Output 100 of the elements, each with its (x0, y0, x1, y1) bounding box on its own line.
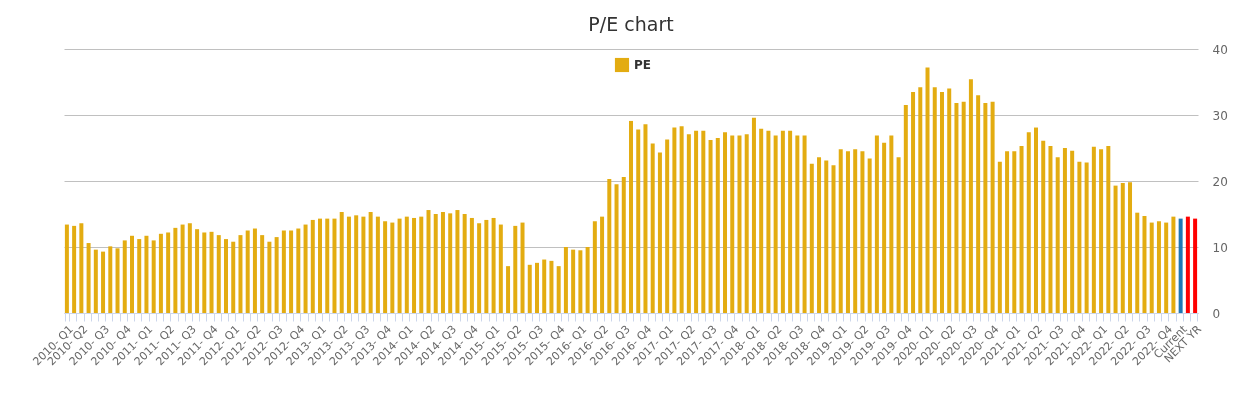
bar (831, 165, 836, 313)
bar (1164, 222, 1169, 313)
bar (368, 212, 373, 313)
bar (498, 224, 503, 313)
bar (795, 135, 800, 313)
bar (491, 217, 496, 313)
bar (1005, 151, 1010, 313)
bar (976, 95, 981, 313)
bar (715, 138, 720, 313)
bar (954, 103, 959, 313)
bar (817, 157, 822, 313)
bar (571, 249, 576, 313)
bar (158, 233, 163, 313)
bar (874, 135, 879, 313)
bar (672, 127, 677, 313)
bar (332, 218, 337, 313)
bar (1084, 162, 1089, 313)
bar (397, 218, 402, 313)
bar (469, 217, 474, 313)
bar (180, 224, 185, 313)
bar (187, 223, 192, 313)
bar (1034, 127, 1038, 313)
bar (1048, 146, 1053, 313)
bar (751, 117, 756, 313)
bar (607, 179, 612, 313)
bar (390, 222, 395, 313)
bar (925, 67, 930, 313)
bar (824, 160, 829, 313)
bar (1070, 150, 1075, 313)
bar (64, 224, 69, 313)
bar (867, 158, 872, 313)
y-tick-label: 0 (1212, 306, 1221, 321)
bar (809, 163, 814, 313)
bar (621, 177, 626, 313)
bar (1026, 132, 1031, 313)
bar (563, 247, 568, 313)
bar (1185, 216, 1190, 313)
bar (860, 151, 865, 313)
bar (838, 149, 843, 313)
bar (542, 259, 547, 313)
bar (166, 232, 171, 313)
bar (788, 130, 793, 313)
bar (780, 130, 785, 313)
bar (889, 135, 894, 313)
bar (252, 228, 257, 313)
bar (650, 143, 655, 313)
bar (549, 260, 554, 313)
bar (224, 239, 228, 313)
bar (665, 139, 670, 313)
bar (1135, 212, 1140, 313)
bar (419, 216, 424, 313)
bar (939, 91, 944, 313)
bar (361, 216, 366, 313)
bar (592, 221, 597, 313)
bar (1178, 218, 1183, 313)
bar (108, 246, 113, 313)
bar (303, 224, 308, 313)
bar (455, 210, 460, 313)
bar (245, 230, 250, 313)
bar (238, 235, 243, 313)
bar (260, 235, 265, 313)
bar (383, 221, 388, 313)
bar (723, 132, 728, 313)
bar (773, 135, 778, 313)
bar (477, 223, 482, 313)
bar (585, 247, 590, 313)
bar (231, 241, 236, 313)
bar (679, 126, 684, 313)
bar (318, 218, 323, 313)
bar (997, 161, 1002, 313)
bar (93, 249, 98, 313)
bar (1099, 149, 1104, 313)
bar (339, 212, 344, 313)
bar (1062, 148, 1067, 313)
bar (701, 130, 706, 313)
bar (346, 216, 351, 313)
bar (1077, 161, 1082, 313)
bar (404, 216, 409, 313)
bar (520, 222, 525, 313)
bar (896, 157, 901, 313)
bar (281, 230, 286, 313)
bar (274, 237, 279, 313)
bar (137, 239, 142, 313)
bar (1019, 146, 1024, 313)
bar (72, 225, 77, 313)
bar (932, 87, 937, 313)
y-tick-label: 20 (1212, 174, 1228, 189)
bar (101, 251, 106, 313)
bar (657, 152, 662, 313)
bar (209, 231, 214, 313)
bar (911, 91, 916, 313)
bar (961, 101, 966, 313)
bar (903, 105, 908, 313)
bar (1120, 182, 1125, 313)
chart-title: P/E chart (588, 13, 674, 35)
bar (173, 227, 178, 313)
bar (375, 216, 380, 313)
bar (600, 216, 605, 313)
bar (947, 88, 952, 313)
bar (983, 103, 988, 313)
